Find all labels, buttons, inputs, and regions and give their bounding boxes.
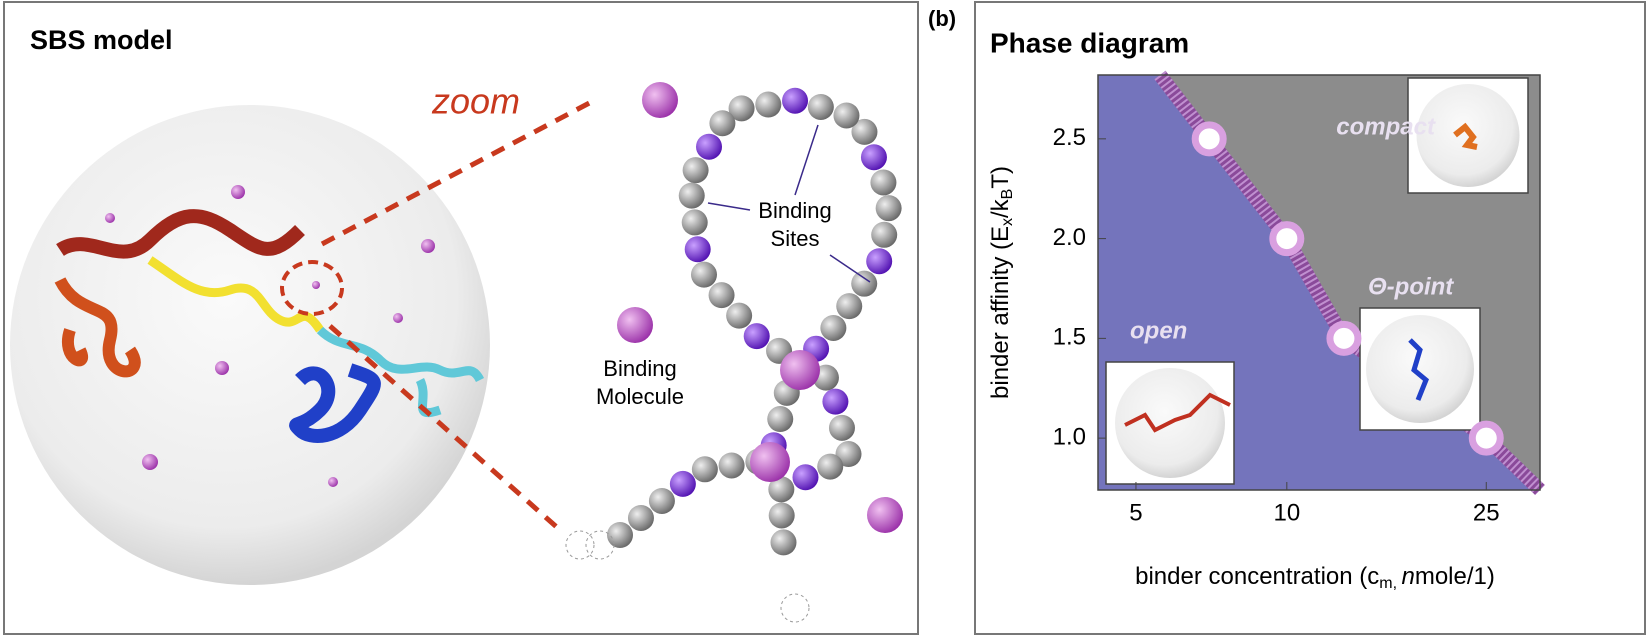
plot-frame (1097, 74, 1541, 491)
label-part: n (1401, 563, 1414, 590)
data-point (1269, 221, 1305, 257)
arrows (707, 124, 871, 283)
sphere (10, 105, 490, 585)
bead (627, 504, 654, 531)
inset-polymer (1453, 122, 1478, 150)
bead (682, 157, 709, 184)
bead (696, 133, 723, 160)
zoom-line (328, 324, 562, 532)
bead (768, 502, 795, 529)
y-tick-label: 2.5 (1053, 124, 1086, 151)
bead (743, 323, 770, 350)
label-part: x (999, 218, 1016, 226)
bead (820, 314, 847, 341)
bead (678, 182, 705, 209)
y-tick-label: 1.5 (1053, 324, 1086, 351)
panel-a: SBS model zoom Binding Sites Binding Mol… (3, 1, 919, 635)
bead (871, 221, 898, 248)
bead (828, 414, 855, 441)
polymer (56, 209, 305, 259)
data-point (1191, 121, 1227, 157)
bead (669, 470, 696, 497)
annotation: Molecule (596, 384, 684, 409)
bead (755, 91, 782, 118)
chart-title: Phase diagram (990, 27, 1189, 58)
panel-label: (b) (928, 6, 956, 31)
bead (607, 522, 633, 548)
label-part: B (999, 189, 1016, 200)
bead (870, 169, 897, 196)
binding-molecules (617, 82, 903, 533)
bead (681, 209, 708, 236)
bead (835, 441, 862, 468)
bead (648, 487, 675, 514)
ghost-bead (565, 530, 595, 560)
bead (684, 236, 711, 263)
bead (728, 95, 755, 122)
label-part: T) (987, 166, 1014, 189)
phase-diagram: compact Θ-point open 1.0 1.5 2.0 2.5 5 10 25 binde… (987, 70, 1545, 592)
bead (792, 464, 819, 491)
bead (768, 476, 795, 503)
bead (866, 248, 893, 275)
region-label: compact (1336, 113, 1436, 140)
x-tick-label: 25 (1473, 499, 1500, 526)
bead (836, 293, 863, 320)
bead (860, 144, 887, 171)
inset-sphere (1366, 315, 1474, 423)
bead (708, 282, 735, 309)
label-part: /k (987, 198, 1014, 218)
label-part: binder affinity (E (987, 226, 1014, 399)
bead (709, 110, 736, 137)
annotation: Sites (771, 226, 820, 251)
zoom-line (320, 97, 597, 247)
bead (718, 452, 745, 479)
binders (105, 185, 435, 487)
bead (726, 302, 753, 329)
bead (782, 87, 809, 114)
bead (833, 102, 860, 129)
bead (807, 93, 834, 120)
inset-polymer (1408, 338, 1429, 401)
bead (691, 456, 718, 483)
y-tick-label: 1.0 (1053, 423, 1086, 450)
polymer (147, 256, 324, 333)
zoom-circle (280, 260, 344, 316)
y-axis-label: binder affinity (Ex/kBT) (987, 166, 1016, 399)
ghost-bead (585, 530, 615, 560)
zoom-label: zoom (431, 81, 520, 122)
bead (822, 388, 849, 415)
bead (690, 261, 717, 288)
polymer (289, 363, 381, 443)
bead (767, 406, 794, 433)
label-part: m, (1379, 575, 1401, 592)
inset-polymer (1124, 392, 1231, 433)
region-label: open (1130, 317, 1187, 344)
ghost-bead (780, 593, 810, 623)
bead (817, 453, 844, 480)
x-axis-label: binder concentration (cm, nmole/1) (1135, 563, 1495, 592)
data-point (1326, 320, 1362, 356)
bead (851, 270, 878, 297)
x-tick-label: 10 (1273, 499, 1300, 526)
bead (851, 118, 878, 145)
panel-title: SBS model (30, 25, 173, 55)
annotation: Binding (758, 198, 831, 223)
x-tick-label: 5 (1129, 499, 1142, 526)
data-point (1468, 420, 1504, 456)
polymer (54, 276, 141, 378)
label-part: binder concentration (c (1135, 563, 1379, 590)
bead (875, 195, 902, 222)
bead (770, 529, 797, 556)
region-label: Θ-point (1368, 273, 1454, 300)
label-part: mole/1) (1415, 563, 1495, 590)
annotation: Binding (603, 356, 676, 381)
y-tick-label: 2.0 (1053, 224, 1086, 251)
